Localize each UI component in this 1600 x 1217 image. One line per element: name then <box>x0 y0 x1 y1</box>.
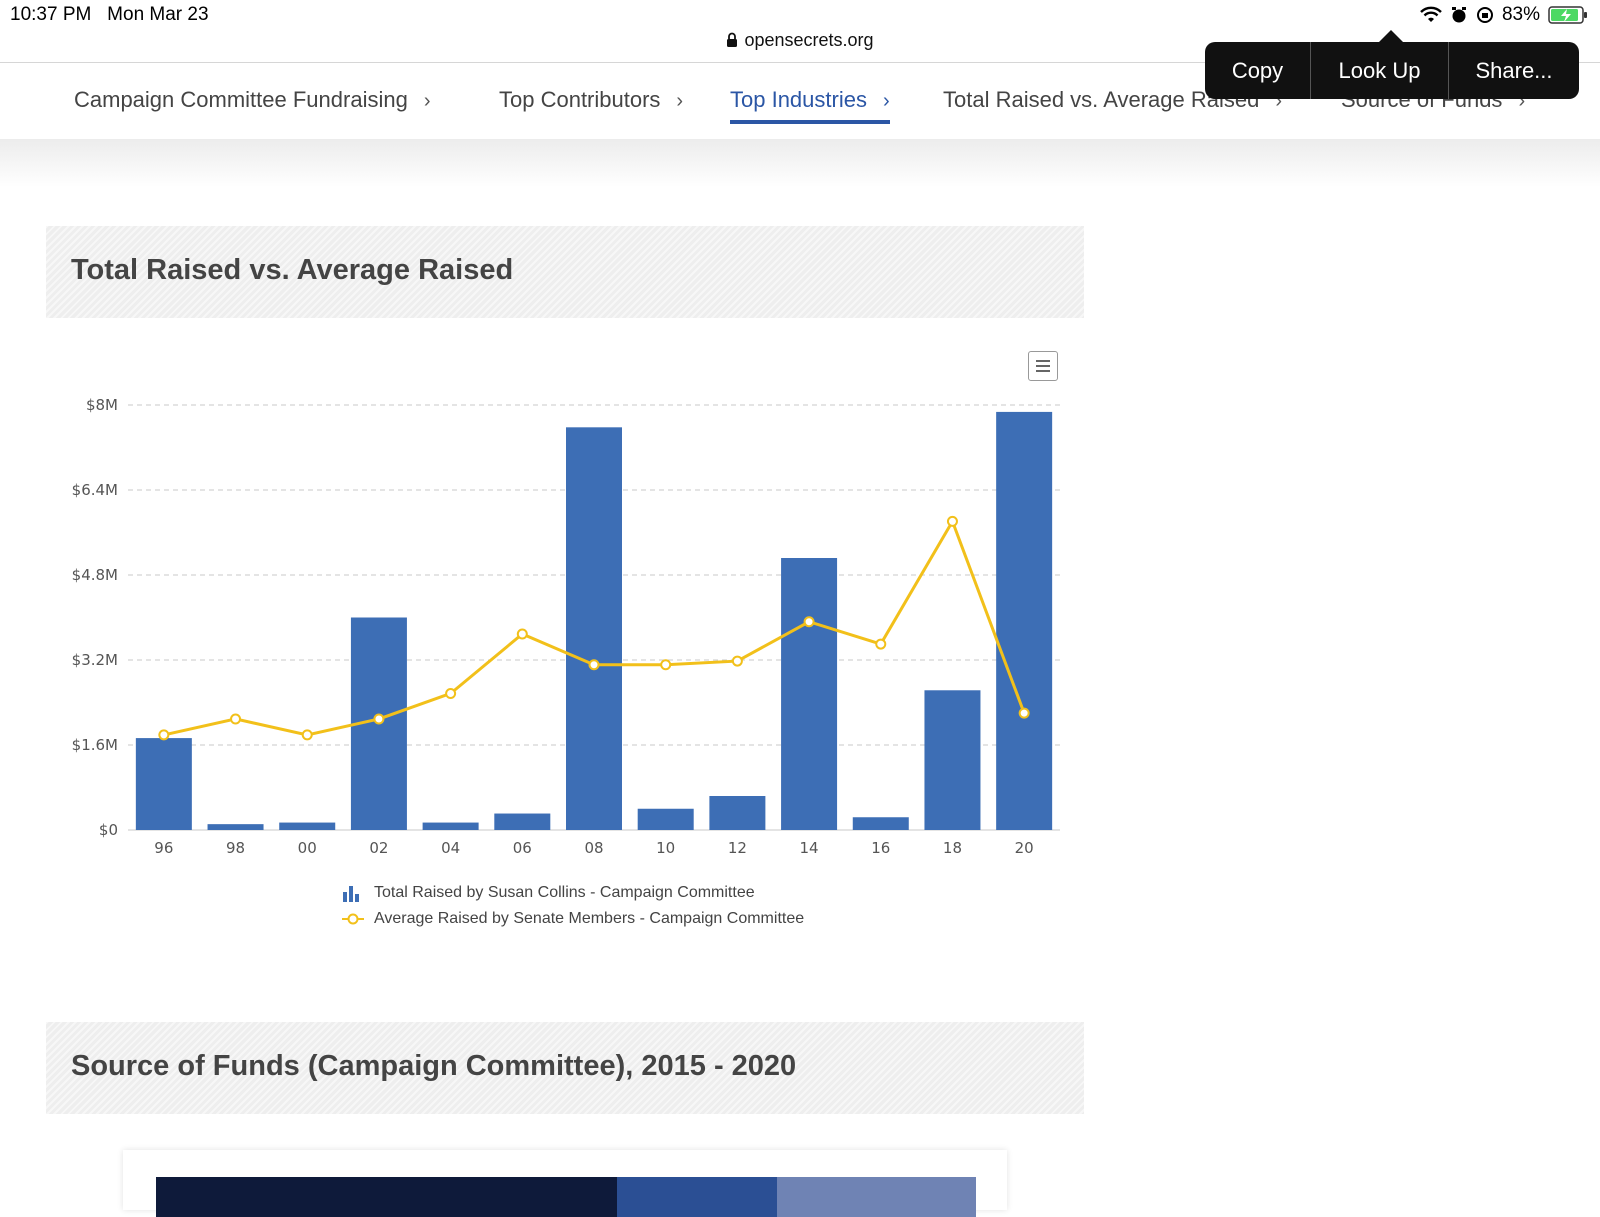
bar <box>494 813 551 830</box>
status-time: 10:37 PM Mon Mar 23 <box>10 4 209 25</box>
x-tick-label: 98 <box>226 839 245 857</box>
nav-label: Top Industries <box>730 87 867 112</box>
source-of-funds-card <box>123 1150 1007 1217</box>
nav-top-industries[interactable]: Top Industries › <box>730 87 890 124</box>
x-tick-label: 14 <box>800 839 819 857</box>
chevron-right-icon: › <box>1275 90 1282 112</box>
x-tick-label: 04 <box>441 839 460 857</box>
x-tick-label: 00 <box>298 839 317 857</box>
line-point <box>445 687 457 699</box>
y-tick-label: $6.4M <box>72 481 118 499</box>
chevron-right-icon: › <box>1518 90 1526 112</box>
bar <box>637 808 694 830</box>
chevron-right-icon: › <box>423 90 431 112</box>
line-point <box>230 713 242 725</box>
menu-line <box>1036 360 1050 362</box>
bar <box>566 427 622 830</box>
line-point <box>875 638 887 650</box>
address-bar[interactable]: opensecrets.org <box>0 30 1600 51</box>
section-title: Total Raised vs. Average Raised <box>71 254 514 286</box>
toolbar-divider <box>0 62 1600 63</box>
bar <box>279 822 336 830</box>
bar <box>422 822 479 830</box>
lock-icon <box>727 32 738 47</box>
battery-charging-icon <box>1548 6 1587 24</box>
x-tick-label: 16 <box>871 839 890 857</box>
status-date: Mon Mar 23 <box>107 4 209 25</box>
section-header-source-of-funds: Source of Funds (Campaign Committee), 20… <box>46 1022 1084 1114</box>
legend-item-average-raised[interactable]: Average Raised by Senate Members - Campa… <box>342 906 804 932</box>
line-point <box>588 659 600 671</box>
x-tick-label: 12 <box>728 839 747 857</box>
line-point <box>301 729 313 741</box>
status-icons: 83% <box>1420 4 1588 26</box>
line-point <box>516 628 528 640</box>
nav-label: Campaign Committee Fundraising <box>74 87 408 112</box>
x-tick-label: 20 <box>1015 839 1034 857</box>
bar <box>781 558 838 830</box>
x-tick-label: 08 <box>584 839 603 857</box>
x-tick-label: 96 <box>154 839 173 857</box>
nav-shadow <box>0 139 1600 187</box>
y-tick-label: $4.8M <box>72 566 118 584</box>
bar <box>709 796 766 830</box>
line-point <box>158 729 170 741</box>
line-point <box>731 655 743 667</box>
line-point <box>803 616 815 628</box>
battery-percent: 83% <box>1501 4 1540 25</box>
line-point <box>373 713 385 725</box>
funds-segment[interactable] <box>776 1177 976 1217</box>
bar <box>852 817 909 830</box>
rotation-lock-icon <box>1476 7 1493 23</box>
look-up-button[interactable]: Look Up <box>1338 57 1421 83</box>
nav-campaign-committee-fundraising[interactable]: Campaign Committee Fundraising › <box>74 87 431 113</box>
section-header-total-raised: Total Raised vs. Average Raised <box>46 226 1084 318</box>
share-button[interactable]: Share... <box>1475 57 1553 83</box>
x-tick-label: 18 <box>943 839 962 857</box>
section-title: Source of Funds (Campaign Committee), 20… <box>71 1050 797 1082</box>
legend-item-total-raised[interactable]: Total Raised by Susan Collins - Campaign… <box>342 880 804 906</box>
x-tick-label: 10 <box>656 839 675 857</box>
funds-segment[interactable] <box>616 1177 777 1217</box>
chevron-right-icon: › <box>676 90 684 112</box>
bar <box>135 738 192 830</box>
nav-top-contributors[interactable]: Top Contributors › <box>499 87 683 113</box>
line-marker-icon <box>342 910 368 928</box>
url-text: opensecrets.org <box>744 30 874 50</box>
line-point <box>1018 707 1030 719</box>
y-tick-label: $1.6M <box>72 736 118 754</box>
funds-segment[interactable] <box>156 1177 617 1217</box>
x-tick-label: 06 <box>513 839 532 857</box>
y-tick-label: $3.2M <box>72 651 118 669</box>
menu-separator <box>1310 42 1311 99</box>
line-point <box>946 515 958 527</box>
menu-line <box>1036 365 1050 367</box>
text-selection-menu: Copy Look Up Share... <box>1205 42 1579 99</box>
bar-chart-icon <box>342 884 368 902</box>
legend-label: Total Raised by Susan Collins - Campaign… <box>374 884 755 901</box>
y-tick-label: $8M <box>86 396 118 414</box>
y-tick-label: $0 <box>99 821 118 839</box>
bar <box>924 690 981 830</box>
line-point <box>660 659 672 671</box>
x-tick-label: 02 <box>369 839 388 857</box>
menu-separator <box>1448 42 1449 99</box>
bar <box>207 824 264 830</box>
active-tab-underline <box>730 120 890 124</box>
status-bar: 10:37 PM Mon Mar 23 83% <box>0 0 1600 30</box>
bar <box>996 411 1053 830</box>
total-vs-average-chart: $0 $1.6M $3.2M $4.8M $6.4M $8M 96 98 00 02 04 06 08 1… <box>46 340 1084 950</box>
wifi-icon <box>1420 6 1442 22</box>
nav-label: Top Contributors <box>499 87 661 112</box>
copy-button[interactable]: Copy <box>1231 57 1284 83</box>
chart-svg: $0 $1.6M $3.2M $4.8M $6.4M $8M 96 98 00 02 04 06 08 1… <box>72 396 1060 857</box>
chevron-right-icon: › <box>882 90 890 112</box>
legend-label: Average Raised by Senate Members - Campa… <box>374 910 805 927</box>
chart-legend: Total Raised by Susan Collins - Campaign… <box>342 880 804 932</box>
chart-menu-button[interactable] <box>1028 351 1058 381</box>
menu-line <box>1036 370 1050 372</box>
popup-arrow <box>1378 30 1404 43</box>
alarm-icon <box>1451 7 1466 23</box>
